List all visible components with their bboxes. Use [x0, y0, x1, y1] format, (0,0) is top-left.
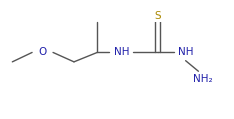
Text: O: O	[38, 47, 47, 57]
Text: S: S	[154, 11, 161, 21]
Text: NH: NH	[114, 47, 129, 57]
Text: NH: NH	[178, 47, 193, 57]
Text: NH₂: NH₂	[193, 74, 213, 84]
